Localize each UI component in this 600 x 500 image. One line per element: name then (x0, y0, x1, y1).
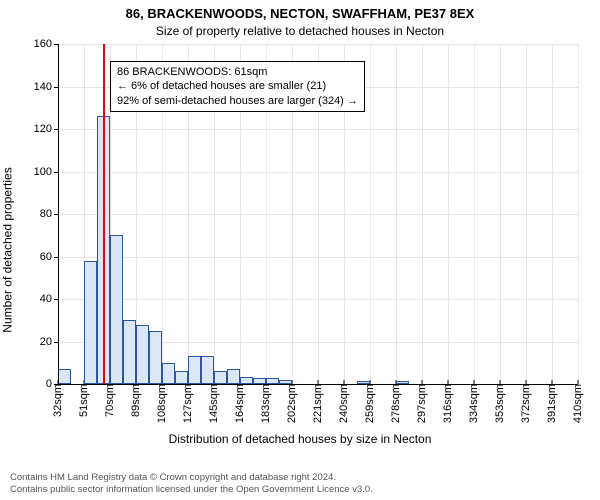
y-axis-label-text: Number of detached properties (1, 167, 15, 332)
title-sub: Size of property relative to detached ho… (0, 24, 600, 38)
gridline-v (422, 44, 423, 384)
x-tick-label: 316sqm (442, 384, 454, 423)
footnote: Contains HM Land Registry data © Crown c… (10, 472, 590, 496)
histogram-bar (149, 331, 162, 384)
x-tick-label: 259sqm (364, 384, 376, 423)
histogram-bar (136, 325, 149, 385)
x-axis-label: Distribution of detached houses by size … (0, 432, 600, 446)
y-tick-label: 100 (34, 166, 58, 178)
gridline-v (396, 44, 397, 384)
x-tick-label: 145sqm (208, 384, 220, 423)
y-tick-label: 160 (34, 38, 58, 50)
y-tick-label: 140 (34, 81, 58, 93)
x-tick-label: 89sqm (130, 384, 142, 417)
y-tick-label: 60 (40, 251, 58, 263)
x-tick-label: 32sqm (52, 384, 64, 417)
x-tick-label: 127sqm (182, 384, 194, 423)
x-tick-label: 391sqm (546, 384, 558, 423)
gridline-v (448, 44, 449, 384)
gridline-v (500, 44, 501, 384)
gridline-v (370, 44, 371, 384)
histogram-bar (214, 371, 227, 384)
gridline-v (474, 44, 475, 384)
x-tick-label: 221sqm (312, 384, 324, 423)
figure: 86, BRACKENWOODS, NECTON, SWAFFHAM, PE37… (0, 0, 600, 500)
axis-spine-left (58, 44, 59, 384)
x-tick-label: 353sqm (494, 384, 506, 423)
y-tick-label: 20 (40, 336, 58, 348)
y-axis-label: Number of detached properties (0, 0, 18, 500)
histogram-bar (110, 235, 123, 384)
x-tick-label: 372sqm (520, 384, 532, 423)
histogram-bar (188, 356, 201, 384)
x-tick-label: 183sqm (260, 384, 272, 423)
x-tick-label: 164sqm (234, 384, 246, 423)
reference-line (103, 44, 105, 384)
plot-area: 02040608010012014016032sqm51sqm70sqm89sq… (58, 44, 578, 384)
x-tick-label: 297sqm (416, 384, 428, 423)
histogram-bar (58, 369, 71, 384)
histogram-bar (201, 356, 214, 384)
gridline-v (526, 44, 527, 384)
gridline-v (552, 44, 553, 384)
x-tick-label: 410sqm (572, 384, 584, 423)
annotation-line: 92% of semi-detached houses are larger (… (117, 94, 358, 108)
gridline-v (578, 44, 579, 384)
y-tick-label: 80 (40, 208, 58, 220)
annotation-line: ← 6% of detached houses are smaller (21) (117, 79, 358, 93)
annotation-box: 86 BRACKENWOODS: 61sqm← 6% of detached h… (110, 61, 365, 112)
x-tick-label: 334sqm (468, 384, 480, 423)
x-tick-label: 240sqm (338, 384, 350, 423)
y-tick-label: 40 (40, 293, 58, 305)
histogram-bar (227, 369, 240, 384)
x-tick-label: 108sqm (156, 384, 168, 423)
footnote-line-1: Contains HM Land Registry data © Crown c… (10, 472, 590, 484)
x-tick-label: 70sqm (104, 384, 116, 417)
annotation-line: 86 BRACKENWOODS: 61sqm (117, 65, 358, 79)
histogram-bar (84, 261, 97, 384)
y-tick-label: 120 (34, 123, 58, 135)
histogram-bar (123, 320, 136, 384)
histogram-bar (175, 371, 188, 384)
axis-spine-bottom (58, 384, 578, 385)
title-main: 86, BRACKENWOODS, NECTON, SWAFFHAM, PE37… (0, 6, 600, 21)
histogram-bar (240, 377, 253, 384)
x-tick-label: 202sqm (286, 384, 298, 423)
x-tick-label: 51sqm (78, 384, 90, 417)
histogram-bar (162, 363, 175, 384)
footnote-line-2: Contains public sector information licen… (10, 484, 590, 496)
x-tick-label: 278sqm (390, 384, 402, 423)
